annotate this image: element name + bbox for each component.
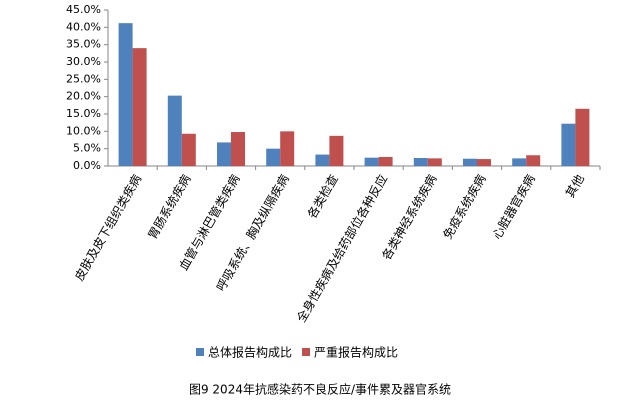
x-tick-label: 其他: [563, 172, 587, 200]
y-tick-label: 20.0%: [66, 90, 101, 103]
y-tick-label: 15.0%: [66, 107, 101, 120]
bar: [266, 148, 281, 166]
y-tick-label: 40.0%: [66, 20, 101, 33]
bar: [231, 132, 245, 166]
bar: [315, 154, 330, 166]
bar: [512, 158, 527, 166]
bar: [575, 108, 590, 166]
x-tick-label: 各类检查: [304, 172, 341, 221]
y-tick-label: 5.0%: [73, 142, 101, 155]
x-tick-label: 全身性疾病及给药部位各种反应: [293, 172, 390, 325]
bar: [526, 155, 541, 166]
bar: [217, 142, 231, 166]
y-tick-label: 35.0%: [66, 38, 101, 51]
x-tick-label: 皮肤及皮下组织类疾病: [71, 172, 144, 283]
bar: [463, 158, 477, 166]
y-tick-label: 10.0%: [66, 124, 101, 137]
bar: [413, 158, 428, 166]
legend-swatch: [196, 348, 204, 356]
bar: [427, 158, 442, 166]
legend-swatch: [302, 348, 311, 356]
chart-title: 图9 2024年抗感染药不良反应/事件累及器官系统: [189, 382, 451, 397]
bar: [280, 131, 295, 166]
bar: [378, 156, 393, 166]
y-tick-label: 45.0%: [66, 3, 101, 16]
x-tick-label: 各类神经系统疾病: [378, 172, 439, 263]
bar: [181, 133, 196, 166]
bar: [329, 135, 344, 166]
legend-label: 总体报告构成比: [208, 345, 292, 360]
bar: [118, 23, 133, 166]
bar: [132, 48, 147, 167]
x-tick-label: 免疫系统疾病: [440, 172, 489, 242]
bar: [167, 95, 182, 166]
y-tick-label: 30.0%: [66, 55, 101, 68]
bar: [364, 157, 379, 166]
x-tick-label: 胃肠系统疾病: [144, 172, 193, 242]
bar: [477, 159, 491, 166]
legend-label: 严重报告构成比: [314, 345, 398, 360]
x-tick-label: 心脏器官疾病: [489, 172, 538, 242]
bar: [561, 123, 576, 166]
y-tick-label: 0.0%: [73, 159, 101, 172]
y-tick-label: 25.0%: [66, 72, 101, 85]
